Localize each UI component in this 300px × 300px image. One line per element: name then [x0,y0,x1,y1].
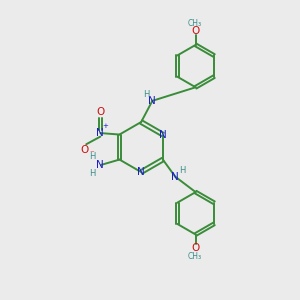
Text: H: H [89,152,96,161]
Text: N: N [137,167,145,177]
Text: O: O [81,145,89,155]
Text: CH₃: CH₃ [188,19,202,28]
Text: +: + [103,123,109,129]
Text: N: N [159,130,167,140]
Text: N: N [96,160,104,170]
Text: H: H [179,166,186,175]
Text: O: O [191,243,200,253]
Text: H: H [89,169,96,178]
Text: H: H [143,90,149,99]
Text: N: N [148,96,156,106]
Text: N: N [97,128,104,138]
Text: N: N [171,172,179,182]
Text: O: O [96,107,104,118]
Text: O: O [191,26,200,36]
Text: CH₃: CH₃ [188,252,202,261]
Text: ⁻: ⁻ [89,149,94,158]
